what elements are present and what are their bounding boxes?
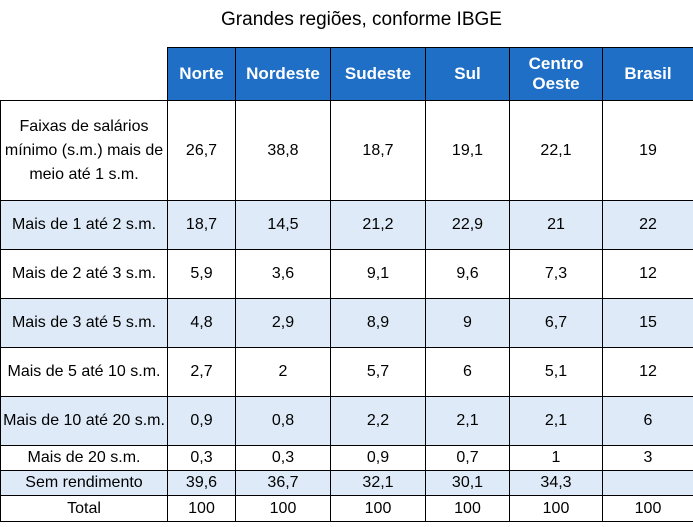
table-cell: 34,3 [509, 470, 603, 496]
table-cell: 3,6 [235, 249, 331, 299]
table-cell: 100 [167, 495, 236, 522]
row-label: Mais de 1 até 2 s.m. [0, 200, 168, 250]
table-row: Mais de 5 até 10 s.m. 2,7 2 5,7 6 5,1 12 [0, 347, 693, 397]
table-cell: 12 [602, 249, 693, 299]
table-cell: 26,7 [167, 100, 236, 201]
table-cell: 2,9 [235, 298, 331, 348]
table-cell: 3 [602, 445, 693, 471]
column-header: Centro Oeste [509, 47, 603, 101]
table-cell: 12 [602, 347, 693, 397]
table-cell: 8,9 [330, 298, 426, 348]
table-cell: 5,1 [509, 347, 603, 397]
table-cell: 100 [509, 495, 603, 522]
row-label: Mais de 3 até 5 s.m. [0, 298, 168, 348]
table-cell: 22 [602, 200, 693, 250]
table-cell: 100 [330, 495, 426, 522]
table-cell: 30,1 [425, 470, 510, 496]
column-header: Norte [167, 47, 236, 101]
table-cell: 0,3 [235, 445, 331, 471]
row-label: Mais de 2 até 3 s.m. [0, 249, 168, 299]
table-cell: 2,1 [509, 396, 603, 446]
table-cell: 2,1 [425, 396, 510, 446]
table-cell: 6 [602, 396, 693, 446]
table-cell: 9,1 [330, 249, 426, 299]
table-cell: 100 [425, 495, 510, 522]
table-cell: 2,7 [167, 347, 236, 397]
row-label: Mais de 10 até 20 s.m. [0, 396, 168, 446]
table-cell: 2 [235, 347, 331, 397]
table-row: Mais de 20 s.m. 0,3 0,3 0,9 0,7 1 3 [0, 445, 693, 471]
table-cell: 21,2 [330, 200, 426, 250]
table-row: Total 100 100 100 100 100 100 [0, 495, 693, 522]
table-cell: 38,8 [235, 100, 331, 201]
column-header: Sul [425, 47, 510, 101]
table-cell: 5,7 [330, 347, 426, 397]
table-cell: 7,3 [509, 249, 603, 299]
table-cell: 19 [602, 100, 693, 201]
table-row: Mais de 1 até 2 s.m. 18,7 14,5 21,2 22,9 21 22 [0, 200, 693, 250]
table-cell: 2,2 [330, 396, 426, 446]
row-label: Sem rendimento [0, 470, 168, 496]
table-cell: 22,9 [425, 200, 510, 250]
row-label: Faixas de salários mínimo (s.m.) mais de… [0, 100, 168, 201]
table-cell: 0,3 [167, 445, 236, 471]
table-cell: 100 [602, 495, 693, 522]
column-header: Sudeste [330, 47, 426, 101]
table-cell: 18,7 [167, 200, 236, 250]
page-title: Grandes regiões, conforme IBGE [221, 9, 502, 30]
table-cell: 0,8 [235, 396, 331, 446]
table-cell: 15 [602, 298, 693, 348]
table-cell: 22,1 [509, 100, 603, 201]
table-row: Mais de 3 até 5 s.m. 4,8 2,9 8,9 9 6,7 15 [0, 298, 693, 348]
table-cell: 32,1 [330, 470, 426, 496]
table-cell: 39,6 [167, 470, 236, 496]
table-cell [602, 470, 693, 496]
row-label: Mais de 20 s.m. [0, 445, 168, 471]
table-cell: 36,7 [235, 470, 331, 496]
table-cell: 9,6 [425, 249, 510, 299]
row-label: Mais de 5 até 10 s.m. [0, 347, 168, 397]
table-cell: 4,8 [167, 298, 236, 348]
table-cell: 18,7 [330, 100, 426, 201]
table-cell: 6 [425, 347, 510, 397]
table-cell: 19,1 [425, 100, 510, 201]
table-cell: 1 [509, 445, 603, 471]
table-cell: 100 [235, 495, 331, 522]
table-row: Mais de 2 até 3 s.m. 5,9 3,6 9,1 9,6 7,3 12 [0, 249, 693, 299]
table-cell: 9 [425, 298, 510, 348]
table-cell: 14,5 [235, 200, 331, 250]
column-header: Nordeste [235, 47, 331, 101]
table-cell: 0,7 [425, 445, 510, 471]
income-table: Norte Nordeste Sudeste Sul Centro Oeste … [0, 47, 693, 522]
header-corner [0, 47, 168, 101]
header-row: Norte Nordeste Sudeste Sul Centro Oeste … [0, 47, 693, 101]
table-cell: 0,9 [330, 445, 426, 471]
table-cell: 5,9 [167, 249, 236, 299]
table-cell: 21 [509, 200, 603, 250]
table-row: Sem rendimento 39,6 36,7 32,1 30,1 34,3 [0, 470, 693, 496]
table-row: Mais de 10 até 20 s.m. 0,9 0,8 2,2 2,1 2,1 6 [0, 396, 693, 446]
row-label: Total [0, 495, 168, 522]
column-header: Brasil [602, 47, 693, 101]
table-cell: 6,7 [509, 298, 603, 348]
table-cell: 0,9 [167, 396, 236, 446]
table-row: Faixas de salários mínimo (s.m.) mais de… [0, 100, 693, 201]
